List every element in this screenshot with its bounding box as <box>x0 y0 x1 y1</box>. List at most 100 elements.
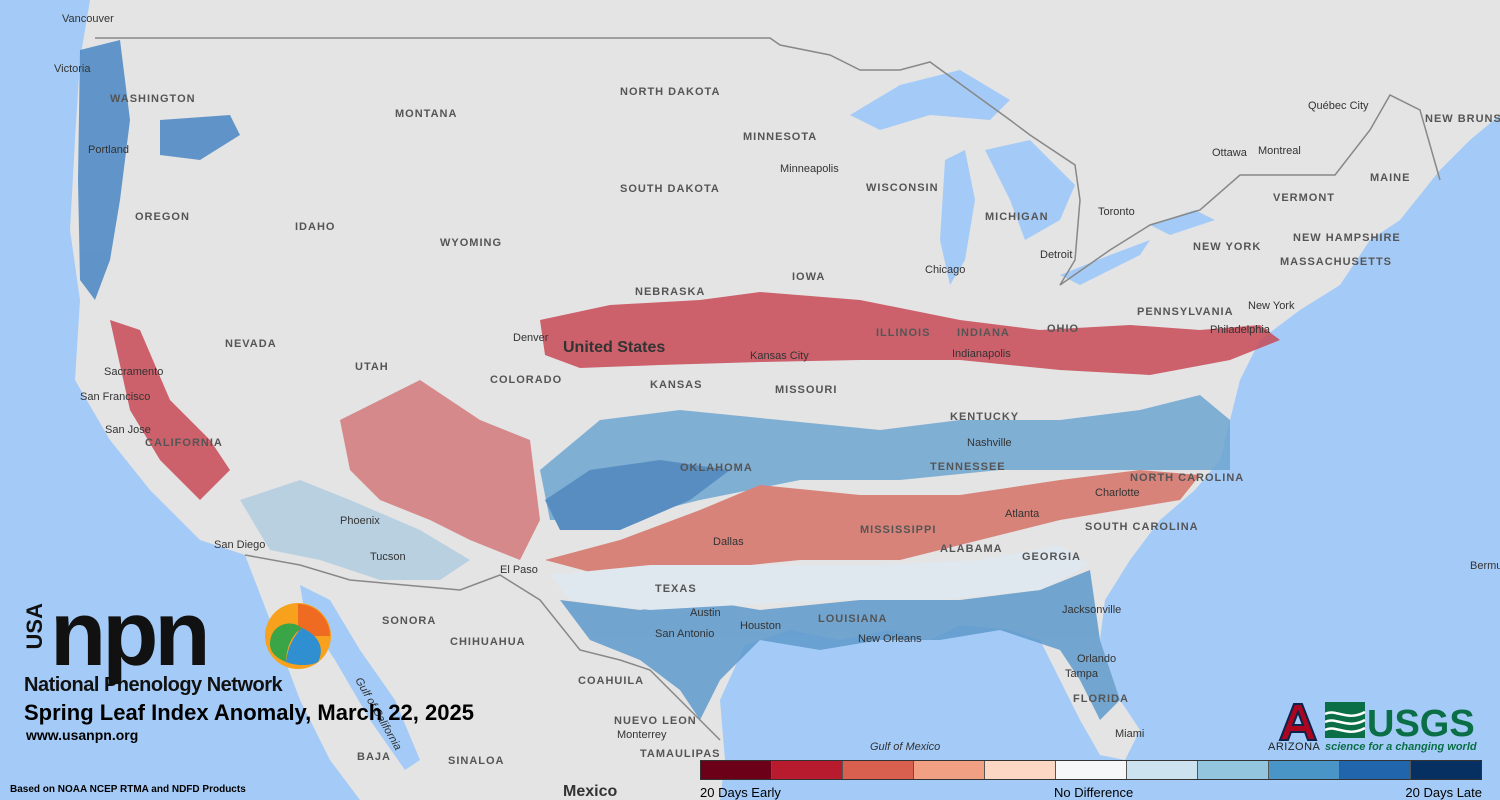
state-label: NEW BRUNSWICK <box>1425 113 1500 125</box>
city-label: Vancouver <box>62 13 114 25</box>
map-title: Spring Leaf Index Anomaly, March 22, 202… <box>24 700 474 725</box>
city-label: Miami <box>1115 728 1144 740</box>
state-label: NEW HAMPSHIRE <box>1293 232 1401 244</box>
state-label: ALABAMA <box>940 543 1003 555</box>
water-label: Gulf of Mexico <box>870 741 940 753</box>
state-label: MASSACHUSETTS <box>1280 256 1392 268</box>
city-label: Denver <box>513 332 549 344</box>
legend-left-label: 20 Days Early <box>700 785 781 800</box>
city-label: Chicago <box>925 264 965 276</box>
city-label: Tucson <box>370 551 406 563</box>
state-label: CALIFORNIA <box>145 437 223 449</box>
city-label: New York <box>1248 300 1295 312</box>
state-label: MICHIGAN <box>985 211 1049 223</box>
legend-swatch <box>1056 761 1127 779</box>
state-label: LOUISIANA <box>818 613 888 625</box>
state-label: OKLAHOMA <box>680 462 753 474</box>
state-label: INDIANA <box>957 327 1010 339</box>
city-label: Jacksonville <box>1062 604 1121 616</box>
southwest-mixed <box>340 380 540 560</box>
state-label: COLORADO <box>490 374 562 386</box>
state-label: NEW YORK <box>1193 241 1261 253</box>
city-label: New Orleans <box>858 633 922 645</box>
west-coast-early <box>110 320 230 500</box>
state-label: NEBRASKA <box>635 286 705 298</box>
legend-color-bar <box>700 760 1482 780</box>
mexico-border <box>244 554 721 741</box>
city-label: El Paso <box>500 564 538 576</box>
country-label: Mexico <box>563 783 617 800</box>
city-label: Indianapolis <box>952 348 1011 360</box>
state-label: UTAH <box>355 361 389 373</box>
lake-superior <box>850 70 1010 130</box>
site-url-link[interactable]: www.usanpn.org <box>26 727 139 743</box>
city-label: Phoenix <box>340 515 380 527</box>
late-band-central <box>540 395 1230 520</box>
lake-erie <box>1060 240 1150 285</box>
state-label: SOUTH DAKOTA <box>620 183 720 195</box>
state-label: MISSOURI <box>775 384 837 396</box>
state-label: VERMONT <box>1273 192 1335 204</box>
state-label: FLORIDA <box>1073 693 1129 705</box>
neutral-band-texas <box>550 545 1090 610</box>
state-label: NORTH DAKOTA <box>620 86 720 98</box>
city-label: Portland <box>88 144 129 156</box>
city-label: Tampa <box>1065 668 1099 680</box>
city-label: Ottawa <box>1212 147 1248 159</box>
state-label: COAHUILA <box>578 675 644 687</box>
city-label: San Jose <box>105 424 151 436</box>
state-label: SONORA <box>382 615 436 627</box>
city-label: Bermu <box>1470 560 1500 572</box>
canada-border <box>95 37 1441 286</box>
city-label: Nashville <box>967 437 1012 449</box>
anomaly-overlay <box>78 40 1280 720</box>
country-label: United States <box>563 339 665 356</box>
early-band-south <box>545 470 1200 580</box>
state-label: OHIO <box>1047 323 1079 335</box>
city-label: Monterrey <box>617 729 667 741</box>
arizona-logo-icon <box>1278 703 1318 741</box>
city-label: Québec City <box>1308 100 1369 112</box>
city-label: Minneapolis <box>780 163 839 175</box>
state-label: WYOMING <box>440 237 502 249</box>
state-label: TAMAULIPAS <box>640 748 720 760</box>
state-label: IOWA <box>792 271 825 283</box>
state-label: CHIHUAHUA <box>450 636 526 648</box>
city-label: Sacramento <box>104 366 163 378</box>
state-label: GEORGIA <box>1022 551 1081 563</box>
source-note: Based on NOAA NCEP RTMA and NDFD Product… <box>10 784 246 795</box>
late-band-gulf <box>560 570 1120 720</box>
state-label: BAJA <box>357 751 391 763</box>
city-label: Charlotte <box>1095 487 1140 499</box>
west-coast-late <box>78 40 130 300</box>
legend-right-label: 20 Days Late <box>1405 785 1482 800</box>
legend-swatch <box>1411 761 1481 779</box>
legend-swatch <box>985 761 1056 779</box>
state-label: NORTH CAROLINA <box>1130 472 1244 484</box>
state-label: MINNESOTA <box>743 131 817 143</box>
city-label: San Francisco <box>80 391 150 403</box>
legend-swatch <box>772 761 843 779</box>
city-label: Austin <box>690 607 721 619</box>
state-label: PENNSYLVANIA <box>1137 306 1234 318</box>
state-label: IDAHO <box>295 221 335 233</box>
legend-swatch <box>1269 761 1340 779</box>
city-label: Orlando <box>1077 653 1116 665</box>
legend-swatch <box>914 761 985 779</box>
city-label: Atlanta <box>1005 508 1040 520</box>
city-label: Detroit <box>1040 249 1072 261</box>
city-label: San Antonio <box>655 628 714 640</box>
usgs-wordmark: USGS <box>1367 703 1475 745</box>
state-label: NUEVO LEON <box>614 715 697 727</box>
pacific-ocean <box>0 0 360 800</box>
state-label: SINALOA <box>448 755 505 767</box>
state-label: WISCONSIN <box>866 182 939 194</box>
legend-swatch <box>1127 761 1198 779</box>
state-label: KENTUCKY <box>950 411 1019 423</box>
lake-ontario <box>1150 210 1215 235</box>
legend-swatch <box>843 761 914 779</box>
city-label: Dallas <box>713 536 744 548</box>
state-label: OREGON <box>135 211 190 223</box>
